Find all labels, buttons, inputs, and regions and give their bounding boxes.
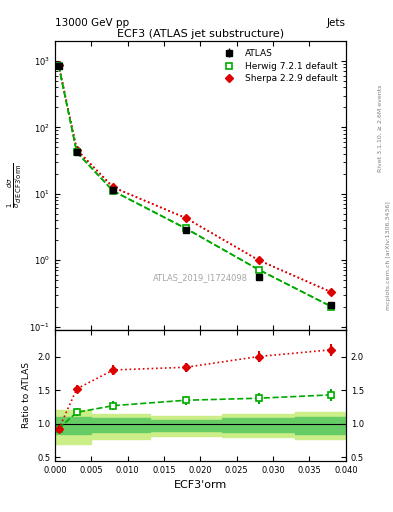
Title: ECF3 (ATLAS jet substructure): ECF3 (ATLAS jet substructure)	[117, 29, 284, 39]
Legend: ATLAS, Herwig 7.2.1 default, Sherpa 2.2.9 default: ATLAS, Herwig 7.2.1 default, Sherpa 2.2.…	[214, 46, 342, 87]
Y-axis label: $\frac{1}{\sigma}\frac{d\sigma}{d\,\mathrm{ECF3'orm}}$: $\frac{1}{\sigma}\frac{d\sigma}{d\,\math…	[6, 162, 24, 208]
Text: Jets: Jets	[327, 18, 346, 28]
Text: ATLAS_2019_I1724098: ATLAS_2019_I1724098	[153, 273, 248, 282]
X-axis label: ECF3'orm: ECF3'orm	[174, 480, 227, 490]
Text: Rivet 3.1.10, ≥ 2.6M events: Rivet 3.1.10, ≥ 2.6M events	[378, 84, 383, 172]
Text: mcplots.cern.ch [arXiv:1306.3436]: mcplots.cern.ch [arXiv:1306.3436]	[386, 202, 391, 310]
Y-axis label: Ratio to ATLAS: Ratio to ATLAS	[22, 362, 31, 428]
Text: 13000 GeV pp: 13000 GeV pp	[55, 18, 129, 28]
